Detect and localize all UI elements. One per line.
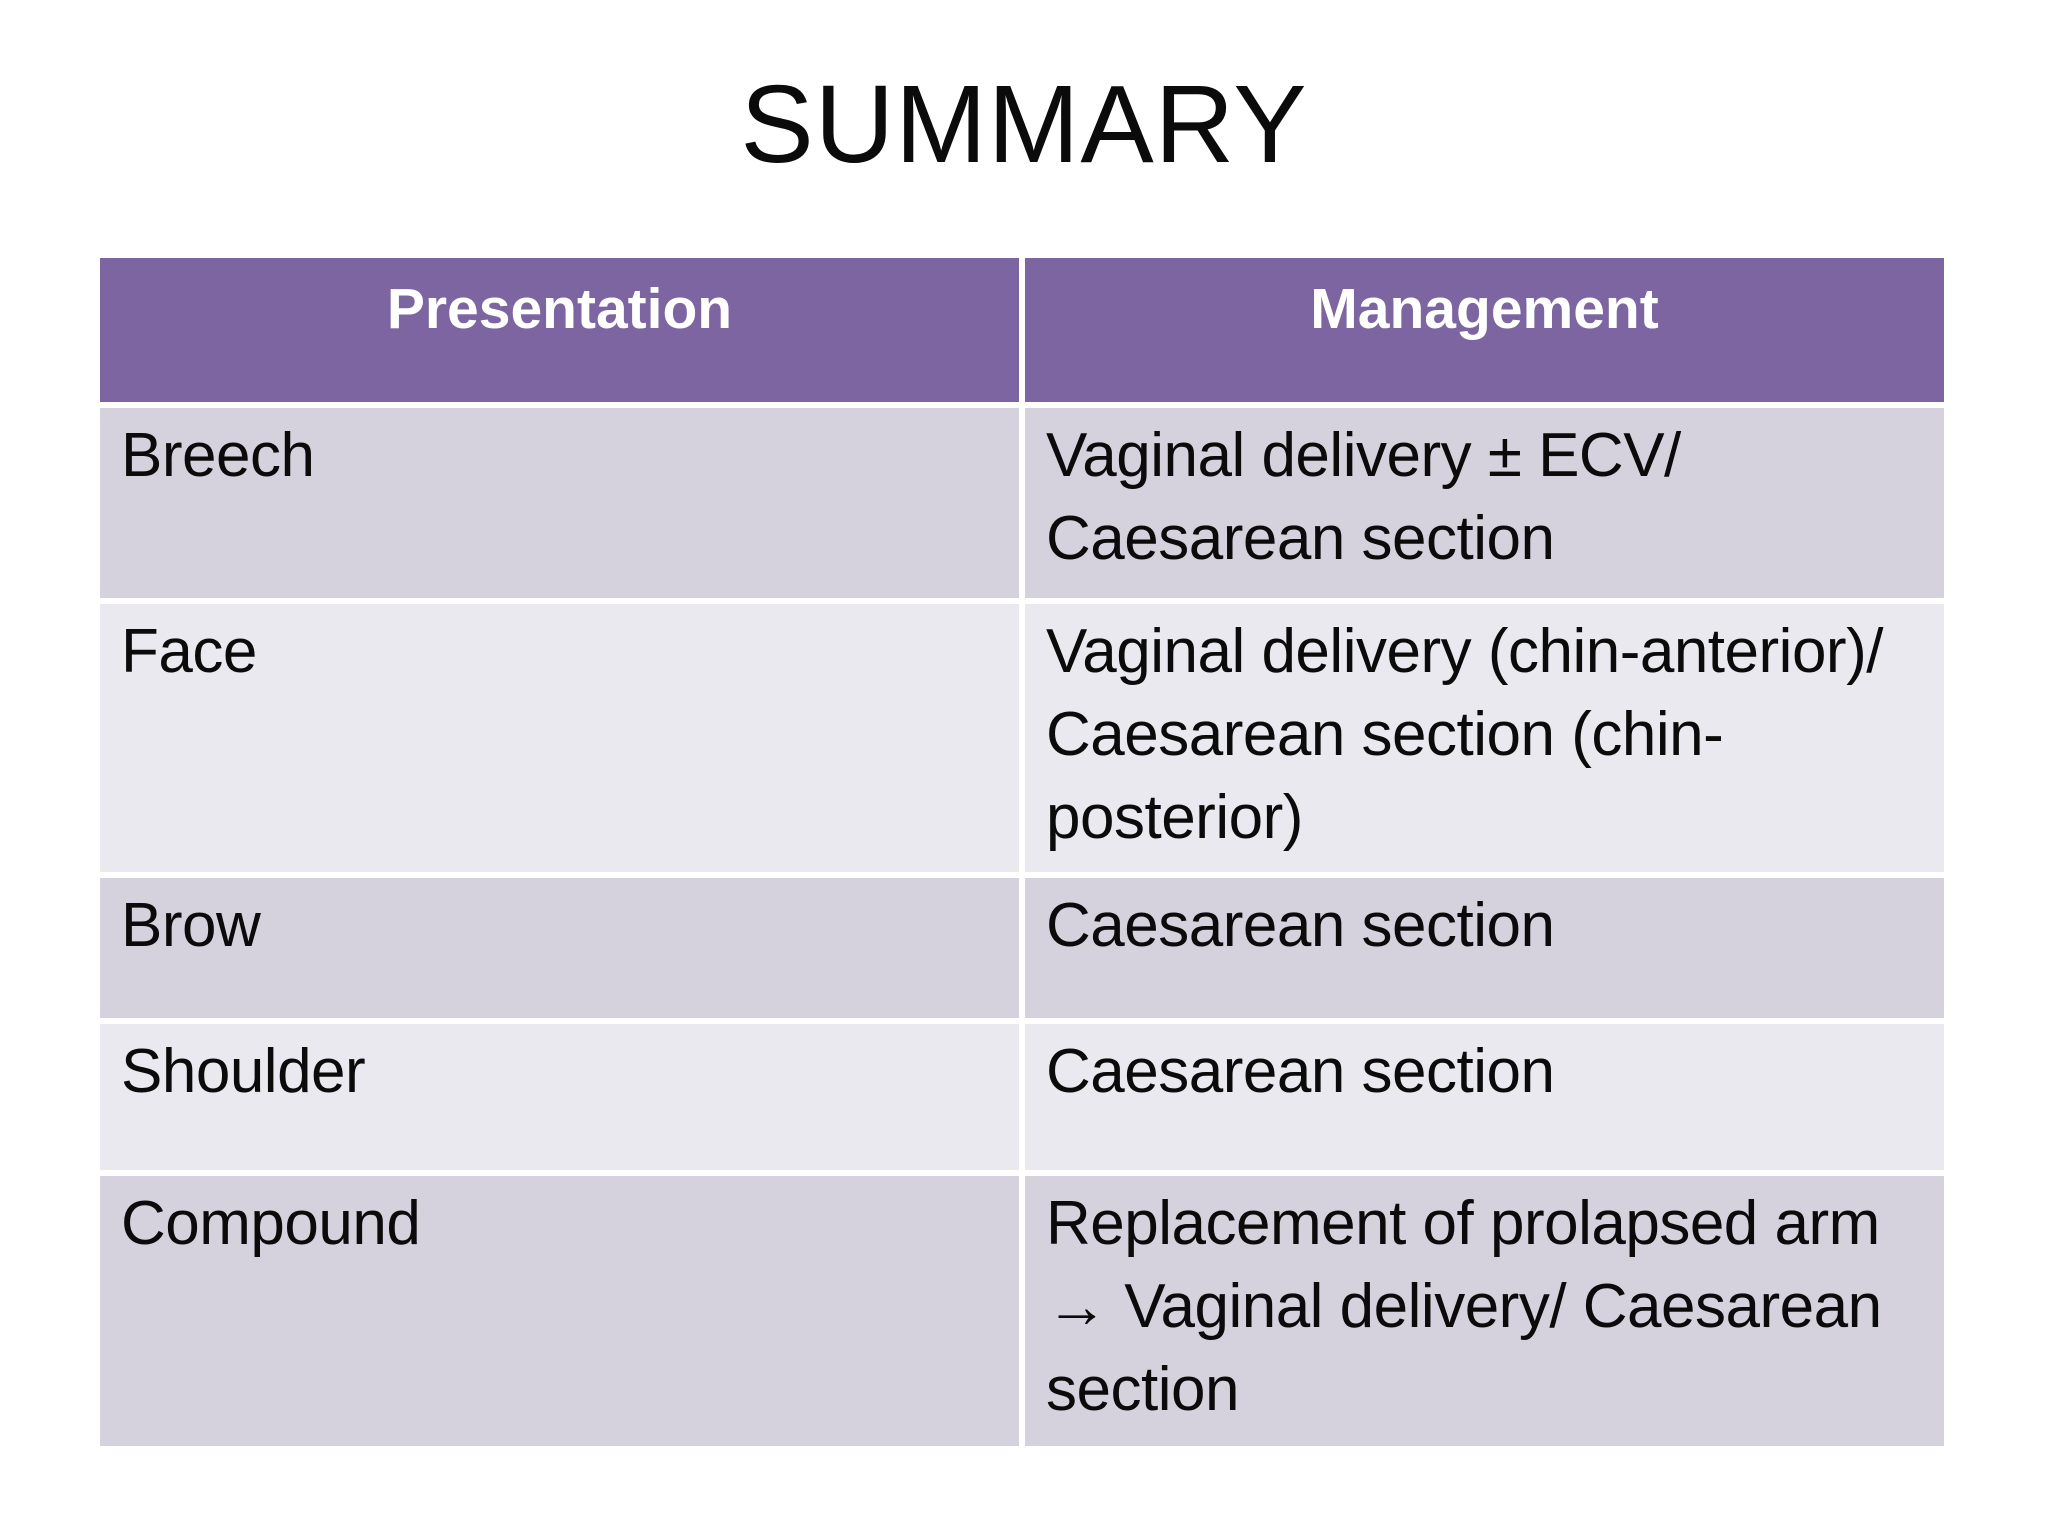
presentation-cell: Brow	[97, 875, 1022, 1021]
presentation-cell: Breech	[97, 405, 1022, 601]
management-cell: Vaginal delivery (chin-anterior)/ Caesar…	[1022, 601, 1947, 875]
table-header-presentation: Presentation	[97, 255, 1022, 405]
management-line: section	[1046, 1355, 1239, 1424]
table-row-shoulder: Shoulder Caesarean section	[97, 1021, 1947, 1173]
presentation-value: Compound	[121, 1189, 421, 1258]
presentation-value: Breech	[121, 421, 315, 490]
management-cell: Vaginal delivery ± ECV/ Caesarean sectio…	[1022, 405, 1947, 601]
management-line: posterior)	[1046, 783, 1303, 852]
presentation-cell: Compound	[97, 1173, 1022, 1449]
presentation-value: Brow	[121, 891, 261, 960]
table-row-breech: Breech Vaginal delivery ± ECV/ Caesarean…	[97, 405, 1947, 601]
presentation-cell: Face	[97, 601, 1022, 875]
management-line: Vaginal delivery ± ECV/	[1046, 421, 1681, 490]
table-row-face: Face Vaginal delivery (chin-anterior)/ C…	[97, 601, 1947, 875]
table-header-management: Management	[1022, 255, 1947, 405]
summary-table: Presentation Management Breech Vaginal d…	[97, 255, 1947, 1449]
management-line: Caesarean section	[1046, 891, 1555, 960]
management-line: Caesarean section	[1046, 1037, 1555, 1106]
slide-title: SUMMARY	[740, 63, 1308, 186]
presentation-value: Shoulder	[121, 1037, 366, 1106]
table-row-brow: Brow Caesarean section	[97, 875, 1947, 1021]
management-cell: Replacement of prolapsed arm → Vaginal d…	[1022, 1173, 1947, 1449]
table-row-compound: Compound Replacement of prolapsed arm → …	[97, 1173, 1947, 1449]
management-line: → Vaginal delivery/ Caesarean	[1046, 1272, 1882, 1341]
management-cell: Caesarean section	[1022, 875, 1947, 1021]
table-header-row: Presentation Management	[97, 255, 1947, 405]
presentation-cell: Shoulder	[97, 1021, 1022, 1173]
management-line: Replacement of prolapsed arm	[1046, 1189, 1880, 1258]
management-line: Vaginal delivery (chin-anterior)/	[1046, 617, 1883, 686]
presentation-value: Face	[121, 617, 257, 686]
management-line: Caesarean section (chin-	[1046, 700, 1724, 769]
management-line: Caesarean section	[1046, 504, 1555, 573]
management-cell: Caesarean section	[1022, 1021, 1947, 1173]
